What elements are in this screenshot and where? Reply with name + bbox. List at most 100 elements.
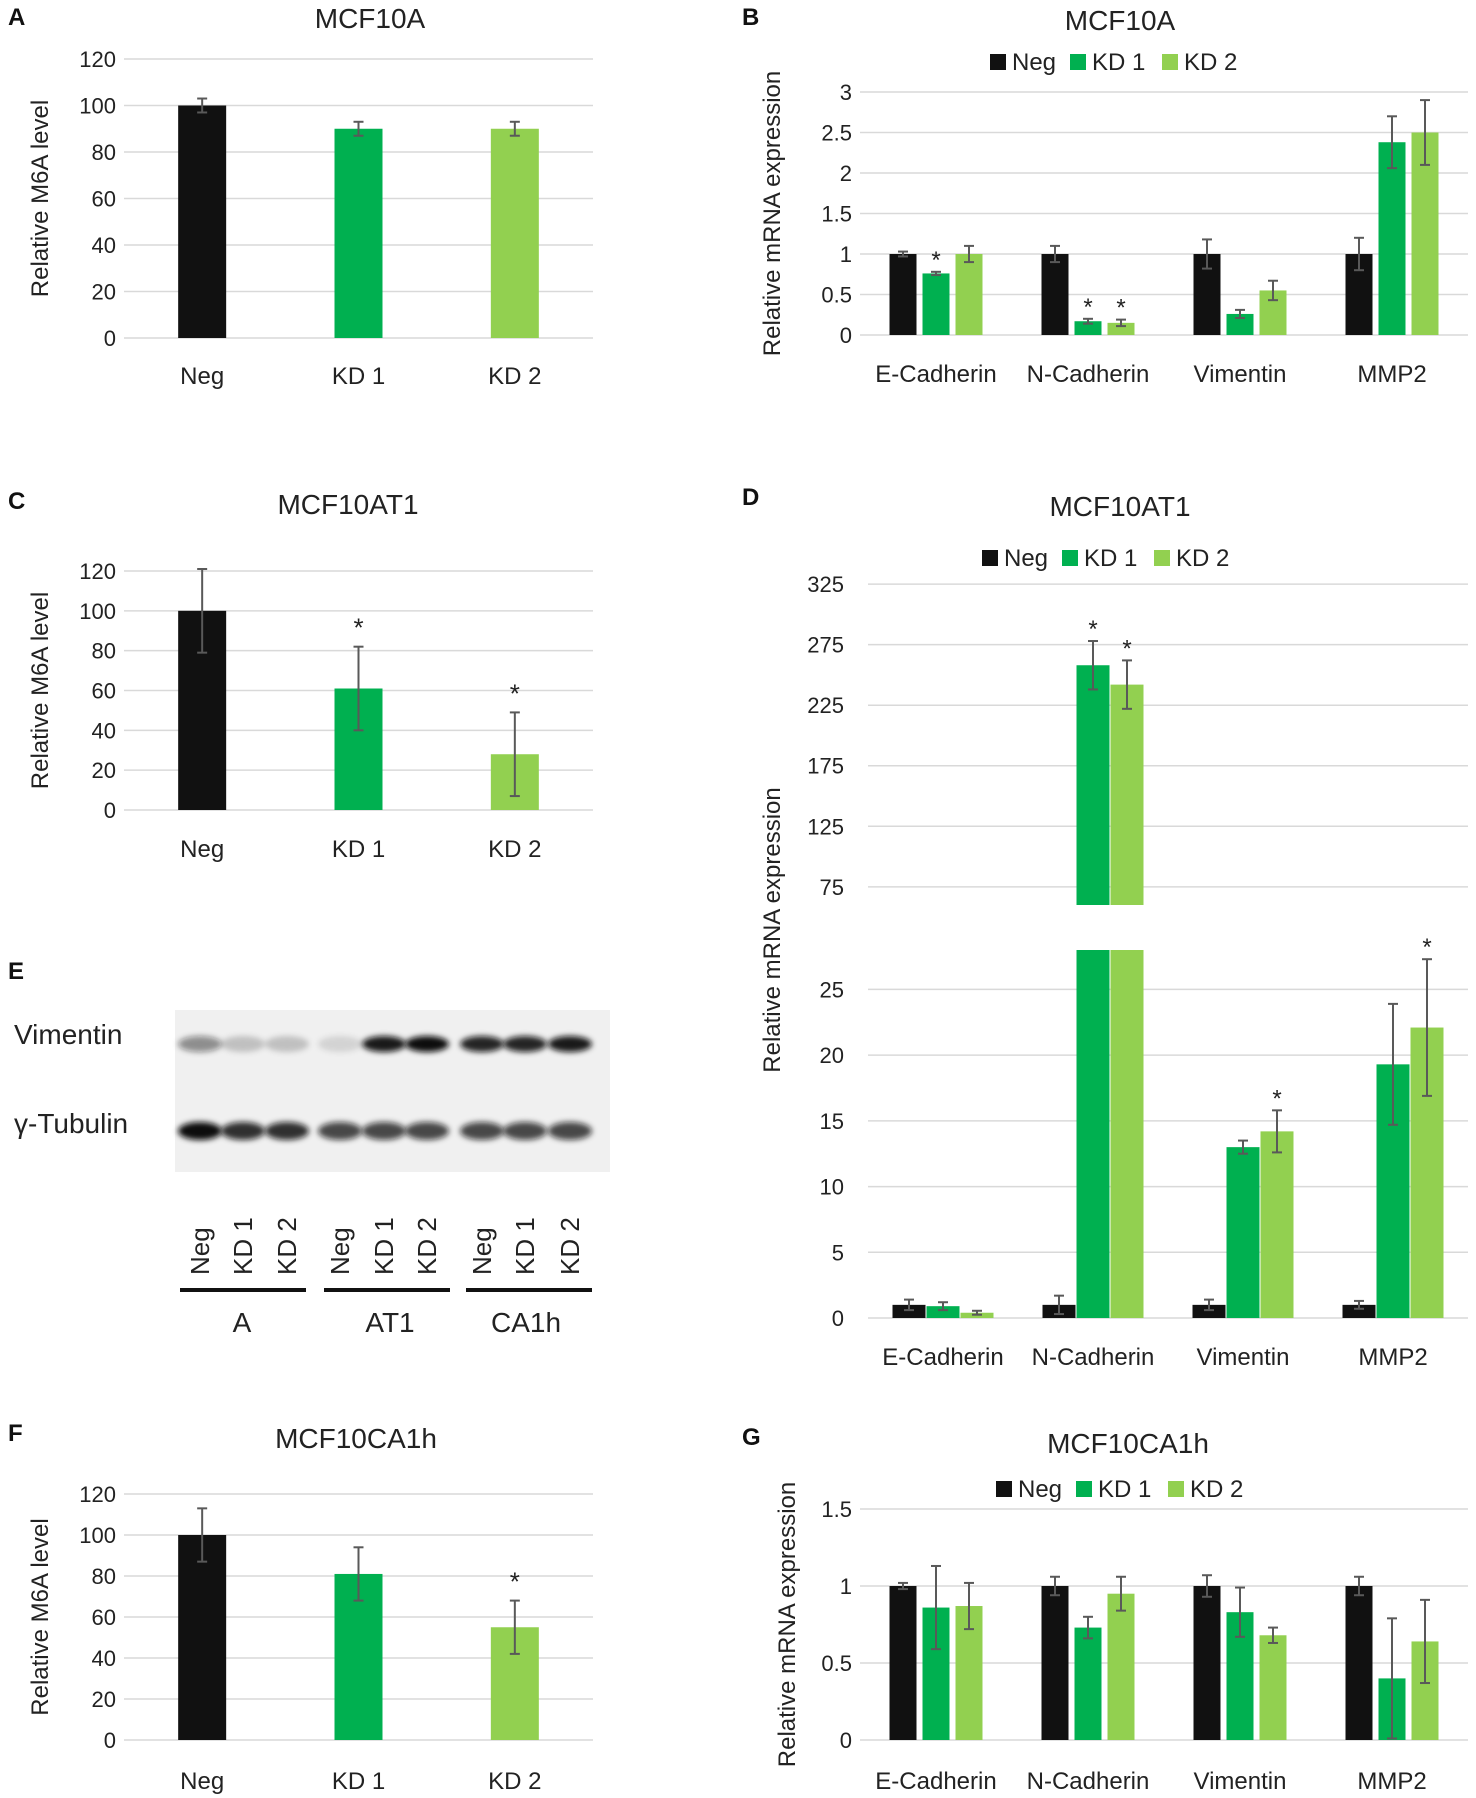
bar-b-1-2 [1107, 322, 1135, 335]
legend-swatch-g-0 [996, 1481, 1012, 1497]
x-tick-label-g-1: N-Cadherin [1027, 1768, 1150, 1795]
chart-title-g: MCF10CA1h [1047, 1428, 1209, 1459]
vimentin-band-1 [221, 1036, 265, 1052]
bar-b-0-0 [889, 254, 917, 335]
chart-title-f: MCF10CA1h [275, 1423, 437, 1454]
legend-label-g-0: Neg [1018, 1476, 1062, 1503]
legend-swatch-d-1 [1062, 550, 1078, 566]
tubulin-band-3 [318, 1122, 362, 1140]
panel-label-b: B [742, 4, 760, 31]
y-tick-label-lower-d-5: 25 [820, 977, 844, 1002]
blot-lane-label-0: Neg [185, 1227, 215, 1275]
legend-label-b-2: KD 2 [1184, 49, 1237, 76]
significance-star-b-1-1: * [1083, 294, 1092, 321]
x-tick-label-a-2: KD 2 [488, 363, 541, 390]
y-tick-label-a-0: 0 [104, 326, 116, 351]
x-tick-label-b-0: E-Cadherin [875, 361, 996, 388]
significance-star-d-3-2: * [1422, 934, 1431, 961]
tubulin-band-8 [548, 1122, 592, 1140]
vimentin-band-8 [548, 1036, 592, 1052]
y-axis-label-a: Relative M6A level [27, 100, 54, 297]
y-tick-label-b-2: 1 [840, 242, 852, 267]
x-tick-label-d-3: MMP2 [1358, 1344, 1427, 1371]
chart-title-c: MCF10AT1 [277, 489, 418, 520]
tubulin-band-4 [362, 1122, 406, 1140]
legend-swatch-g-2 [1168, 1481, 1184, 1497]
y-tick-label-c-6: 120 [79, 559, 116, 584]
blot-lane-label-7: KD 1 [510, 1217, 540, 1275]
blot-membrane [175, 1010, 610, 1172]
x-tick-label-f-2: KD 2 [488, 1768, 541, 1795]
blot-label-tubulin: γ-Tubulin [14, 1108, 128, 1139]
bar-g-1-1 [1074, 1627, 1102, 1740]
y-tick-label-a-5: 100 [79, 94, 116, 119]
x-tick-label-c-1: KD 1 [332, 836, 385, 863]
bar-d-2-2 [1260, 1131, 1294, 1318]
y-tick-label-upper-d-5: 325 [807, 572, 844, 597]
vimentin-band-2 [265, 1036, 309, 1052]
blot-group-ca1h: CA1h [491, 1307, 561, 1338]
blot-lane-label-3: Neg [325, 1227, 355, 1275]
y-tick-label-f-6: 120 [79, 1482, 116, 1507]
panel-label-e: E [8, 958, 25, 985]
blot-lane-label-1: KD 1 [228, 1217, 258, 1275]
x-tick-label-g-2: Vimentin [1194, 1768, 1287, 1795]
significance-star-d-1-1: * [1088, 616, 1097, 643]
blot-lane-label-5: KD 2 [412, 1217, 442, 1275]
bar-d-0-1 [926, 1306, 960, 1318]
bar-d-1-1-upper [1076, 665, 1110, 905]
y-tick-label-a-6: 120 [79, 47, 116, 72]
y-tick-label-lower-d-1: 5 [832, 1240, 844, 1265]
legend-label-g-2: KD 2 [1190, 1476, 1243, 1503]
legend-label-d-0: Neg [1004, 545, 1048, 572]
x-tick-label-c-0: Neg [180, 836, 224, 863]
y-tick-label-lower-d-4: 20 [820, 1043, 844, 1068]
bar-d-0-0 [892, 1304, 926, 1318]
legend-swatch-b-0 [990, 54, 1006, 70]
y-tick-label-f-1: 20 [92, 1687, 116, 1712]
significance-star-f-2: * [510, 1567, 520, 1597]
bar-a-2 [490, 128, 539, 338]
y-tick-label-a-2: 40 [92, 233, 116, 258]
blot-group-a: A [233, 1307, 252, 1338]
tubulin-band-1 [221, 1122, 265, 1140]
significance-star-b-1-2: * [1116, 295, 1125, 322]
x-tick-label-b-1: N-Cadherin [1027, 361, 1150, 388]
legend-label-d-2: KD 2 [1176, 545, 1229, 572]
y-tick-label-a-3: 60 [92, 187, 116, 212]
legend-swatch-d-2 [1154, 550, 1170, 566]
panel-label-d: D [742, 484, 760, 511]
legend-swatch-b-1 [1070, 54, 1086, 70]
blot-group-at1: AT1 [365, 1307, 414, 1338]
y-tick-label-c-5: 100 [79, 599, 116, 624]
x-tick-label-d-0: E-Cadherin [882, 1344, 1003, 1371]
y-tick-label-c-1: 20 [92, 758, 116, 783]
y-tick-label-b-0: 0 [840, 323, 852, 348]
bar-a-1 [334, 128, 383, 338]
y-tick-label-b-6: 3 [840, 80, 852, 105]
bar-d-2-0 [1192, 1304, 1226, 1318]
x-tick-label-c-2: KD 2 [488, 836, 541, 863]
y-tick-label-upper-d-4: 275 [807, 633, 844, 658]
vimentin-band-5 [405, 1036, 449, 1052]
bar-a-0 [178, 105, 227, 338]
vimentin-band-4 [362, 1036, 406, 1052]
y-tick-label-g-1: 0.5 [821, 1651, 852, 1676]
bar-g-1-2 [1107, 1593, 1135, 1740]
panel-label-f: F [8, 1420, 23, 1447]
y-tick-label-lower-d-3: 15 [820, 1109, 844, 1134]
tubulin-band-2 [265, 1122, 309, 1140]
bar-f-0 [178, 1535, 227, 1740]
significance-star-d-2-2: * [1272, 1085, 1281, 1112]
x-tick-label-g-0: E-Cadherin [875, 1768, 996, 1795]
blot-lane-label-4: KD 1 [369, 1217, 399, 1275]
western-blot-panel: Vimentin γ-Tubulin Neg KD 1 KD 2 Neg KD 1 KD … [14, 1010, 610, 1338]
bar-d-1-2-upper [1110, 684, 1144, 905]
bar-b-3-2 [1411, 132, 1439, 335]
legend-swatch-g-1 [1076, 1481, 1092, 1497]
tubulin-band-7 [503, 1122, 547, 1140]
y-tick-label-upper-d-3: 225 [807, 693, 844, 718]
bar-b-0-2 [955, 254, 983, 335]
y-tick-label-upper-d-2: 175 [807, 754, 844, 779]
x-tick-label-d-1: N-Cadherin [1032, 1344, 1155, 1371]
